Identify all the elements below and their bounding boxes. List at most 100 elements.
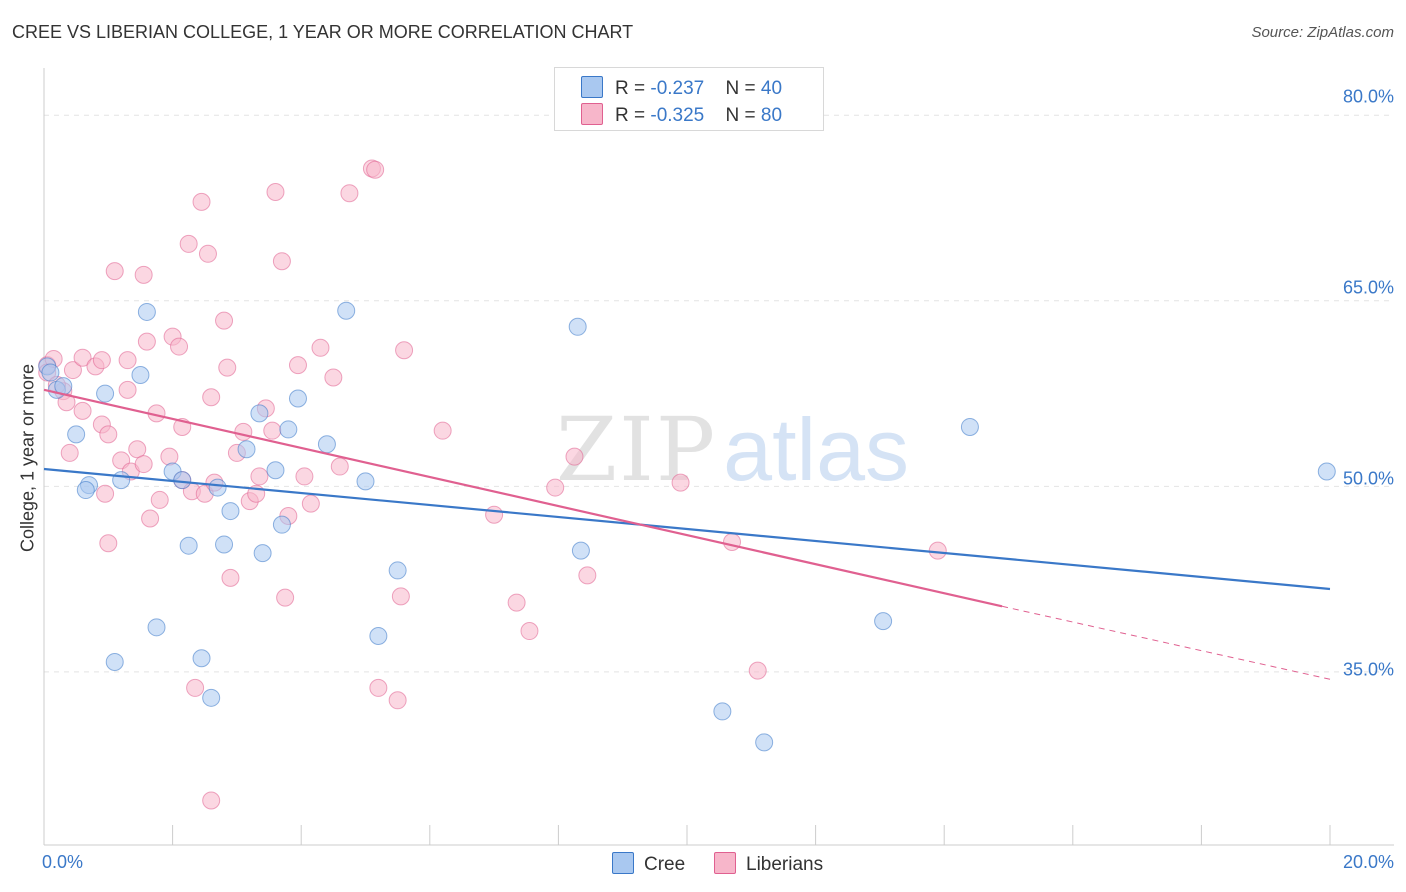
liberians-point — [150, 490, 169, 509]
axes — [43, 68, 1394, 846]
liberians-trend-line — [43, 388, 1003, 608]
cree-point — [202, 688, 221, 707]
legend-item-liberians: Liberians — [714, 852, 823, 876]
chart-title: CREE VS LIBERIAN COLLEGE, 1 YEAR OR MORE… — [12, 22, 634, 42]
legend-label-liberians: Liberians — [746, 854, 824, 875]
liberians-point — [748, 661, 767, 680]
watermark-atlas: atlas — [723, 400, 910, 499]
liberians-point — [250, 467, 269, 486]
cree-point — [266, 461, 285, 480]
liberians-point — [723, 532, 742, 551]
liberians-point — [485, 505, 504, 524]
liberians-point — [179, 234, 198, 253]
cree-point — [221, 502, 240, 521]
liberians-point — [311, 338, 330, 357]
cree-trend-line — [43, 467, 1331, 591]
liberians-point — [92, 351, 111, 370]
liberians-point — [520, 622, 539, 641]
legend-row-cree: R = -0.237 N = 40 — [581, 76, 782, 100]
liberians-point — [288, 356, 307, 375]
liberians-point — [272, 252, 291, 271]
cree-point — [253, 544, 272, 563]
r-value: -0.325 — [650, 105, 705, 126]
cree-point — [208, 478, 227, 497]
liberians-point — [73, 401, 92, 420]
liberians-point — [134, 265, 153, 284]
cree-point — [96, 384, 115, 403]
liberians-point — [671, 473, 690, 492]
cree-point — [317, 435, 336, 454]
liberians-point — [565, 447, 584, 466]
cree-point — [272, 515, 291, 534]
source-credit: Source: ZipAtlas.com — [1251, 24, 1394, 41]
r-label: R = — [615, 105, 651, 126]
liberians-point — [433, 421, 452, 440]
cree-point — [215, 535, 234, 554]
cree-point — [67, 425, 86, 444]
cree-point — [571, 541, 590, 560]
y-tick-label: 35.0% — [1342, 659, 1394, 680]
liberians-point — [118, 380, 137, 399]
cree-point — [288, 389, 307, 408]
liberians-swatch — [714, 852, 736, 874]
liberians-point — [99, 425, 118, 444]
liberians-point — [369, 678, 388, 697]
y-tick-label: 80.0% — [1342, 86, 1394, 107]
n-label: N = — [725, 78, 761, 99]
cree-point — [112, 471, 131, 490]
cree-point — [237, 440, 256, 459]
liberians-point — [128, 440, 147, 459]
cree-swatch — [581, 76, 603, 98]
legend-label-cree: Cree — [644, 854, 686, 875]
n-value: 80 — [760, 105, 783, 126]
r-value: -0.237 — [650, 78, 705, 99]
liberians-point — [202, 791, 221, 810]
liberians-swatch — [581, 103, 603, 125]
liberians-point — [141, 509, 160, 528]
liberians-point — [276, 588, 295, 607]
x-tick-label: 0.0% — [42, 852, 84, 872]
cree-point — [874, 612, 893, 631]
liberians-point — [928, 541, 947, 560]
liberians-point — [324, 368, 343, 387]
liberians-point — [134, 455, 153, 474]
stats-legend: R = -0.237 N = 40 R = -0.325 N = 80 — [554, 67, 824, 131]
cree-point — [76, 481, 95, 500]
liberians-point — [301, 494, 320, 513]
cree-point — [755, 733, 774, 752]
liberians-point — [221, 568, 240, 587]
liberians-point — [63, 361, 82, 380]
cree-point — [960, 417, 979, 436]
n-label: N = — [725, 105, 761, 126]
data-points — [38, 159, 1336, 810]
cree-point — [41, 363, 60, 382]
cree-point — [173, 471, 192, 490]
liberians-point — [96, 484, 115, 503]
liberians-point — [218, 358, 237, 377]
trend-lines — [43, 388, 1331, 680]
cree-point — [147, 618, 166, 637]
liberians-point — [192, 192, 211, 211]
liberians-point — [73, 348, 92, 367]
cree-point — [250, 404, 269, 423]
legend-item-cree: Cree — [612, 852, 685, 876]
liberians-point — [198, 244, 217, 263]
liberians-point — [186, 678, 205, 697]
liberians-point — [266, 182, 285, 201]
liberians-trend-extension — [1001, 605, 1331, 680]
liberians-point — [395, 341, 414, 360]
cree-point — [105, 652, 124, 671]
gridlines — [44, 114, 1394, 673]
cree-point — [337, 301, 356, 320]
cree-point — [1317, 462, 1336, 481]
y-axis-label: College, 1 year or more — [17, 363, 38, 553]
liberians-point — [105, 262, 124, 281]
liberians-point — [366, 160, 385, 179]
liberians-point — [234, 422, 253, 441]
y-tick-label: 50.0% — [1342, 468, 1394, 489]
r-label: R = — [615, 78, 651, 99]
cree-point — [279, 420, 298, 439]
cree-point — [179, 536, 198, 555]
n-value: 40 — [760, 78, 783, 99]
cree-point — [131, 366, 150, 385]
